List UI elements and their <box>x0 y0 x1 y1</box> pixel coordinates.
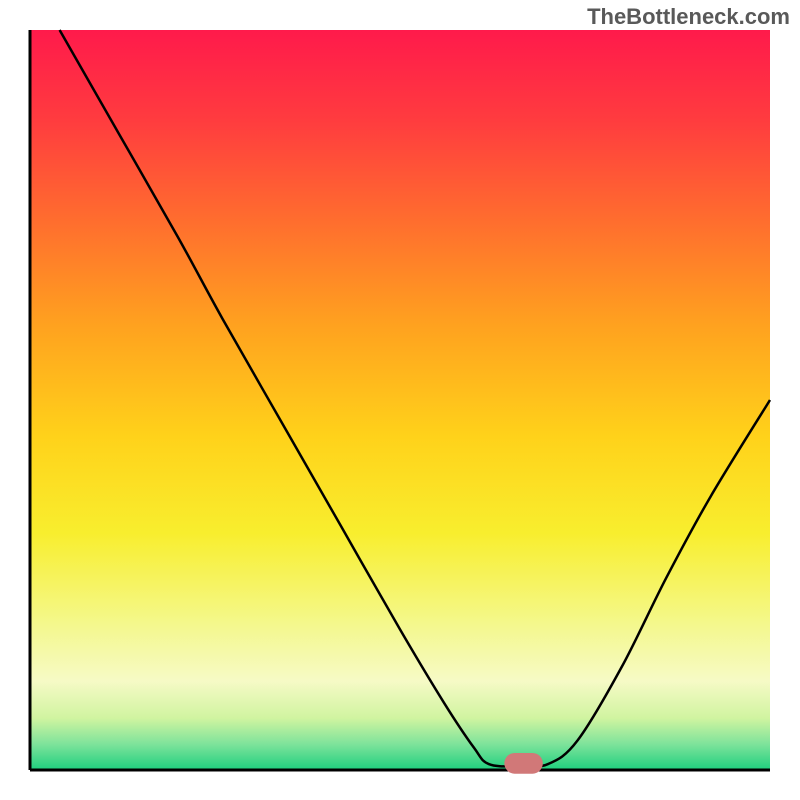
bottleneck-chart <box>0 0 800 800</box>
plot-background <box>30 30 770 770</box>
watermark-text: TheBottleneck.com <box>587 4 790 30</box>
chart-container: TheBottleneck.com <box>0 0 800 800</box>
optimal-marker <box>504 753 542 774</box>
